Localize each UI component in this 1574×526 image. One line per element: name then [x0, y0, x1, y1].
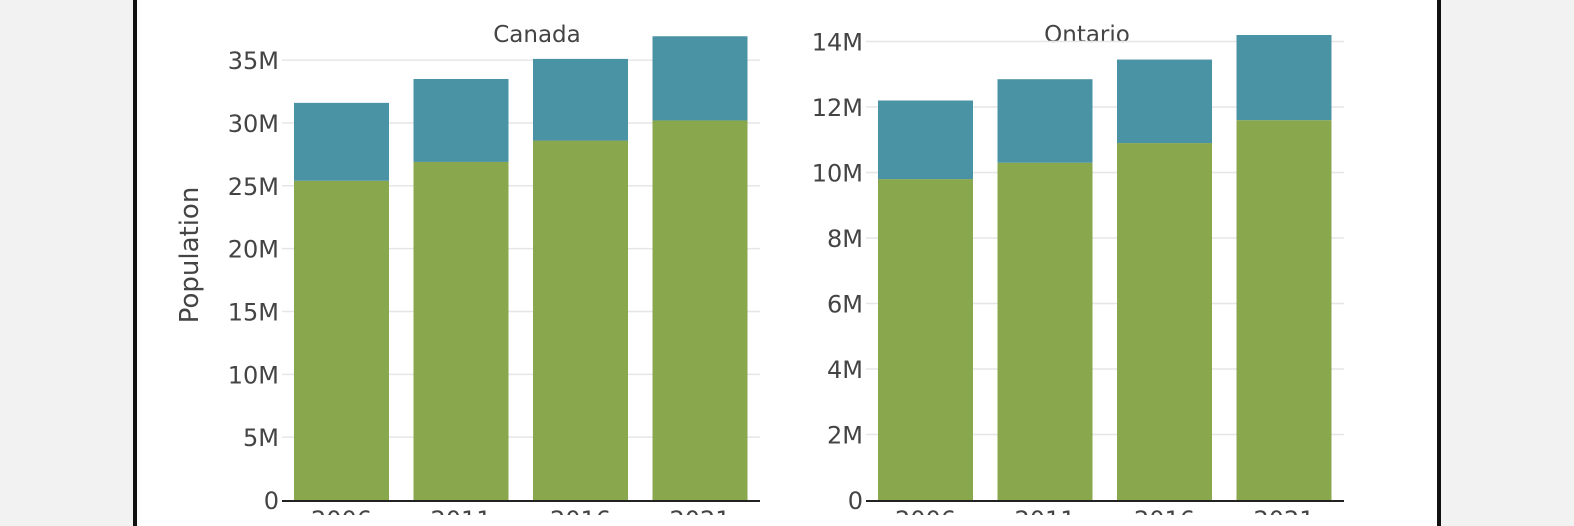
- y-axis-label: Population: [175, 187, 205, 324]
- panel-canada: Canada 0 5M 10M 15M 20M 25M 30M 35M 2006 2011 2016…: [228, 22, 760, 515]
- panel-ontario: Ontario 0 2M 4M 6M 8M 10M 12M 14M 2006 2011 2016 20…: [812, 22, 1344, 515]
- bar-ontario-2011-segment-2: [997, 79, 1093, 163]
- bar-canada-2011-segment-1: [413, 161, 509, 500]
- x-tick-label: 2021: [1253, 506, 1314, 515]
- bar-ontario-2016-segment-1: [1117, 143, 1212, 500]
- x-tick-label: 2016: [1134, 506, 1195, 515]
- panel-title-canada: Canada: [493, 22, 581, 48]
- y-tick-label: 30M: [228, 110, 279, 138]
- bar-canada-2011-segment-2: [413, 78, 509, 162]
- y-tick-label: 14M: [812, 29, 863, 57]
- y-tick-label: 20M: [228, 236, 279, 264]
- y-tick-label: 8M: [827, 225, 863, 253]
- bar-ontario-2016-segment-2: [1117, 59, 1212, 144]
- x-tick-label: 2016: [550, 506, 611, 515]
- bar-ontario-2011-segment-1: [997, 162, 1093, 500]
- y-tick-label: 4M: [827, 356, 863, 384]
- bar-ontario-2006-segment-2: [878, 100, 973, 180]
- bar-canada-2016-segment-1: [533, 140, 628, 500]
- charts-svg: Population Canada 0 5M 10M 15M 20M 25M 30M 35M 2…: [175, 22, 1344, 515]
- y-tick-label: 15M: [228, 298, 279, 326]
- y-tick-label: 35M: [228, 47, 279, 75]
- bar-canada-2021-segment-2: [652, 36, 748, 121]
- panel-title-ontario: Ontario: [1044, 22, 1130, 48]
- x-tick-label: 2006: [895, 506, 956, 515]
- x-tick-label: 2021: [669, 506, 730, 515]
- x-tick-label: 2006: [311, 506, 372, 515]
- y-tick-label: 10M: [228, 361, 279, 389]
- y-tick-label: 6M: [827, 291, 863, 319]
- y-tick-label: 25M: [228, 173, 279, 201]
- y-tick-label: 5M: [243, 424, 279, 452]
- y-tick-label: 12M: [812, 94, 863, 122]
- y-tick-label: 0: [264, 487, 279, 515]
- y-tick-label: 10M: [812, 160, 863, 188]
- bar-canada-2016-segment-2: [533, 58, 628, 141]
- y-tick-label: 0: [848, 487, 863, 515]
- bar-canada-2006-segment-2: [294, 102, 389, 181]
- bar-ontario-2021-segment-1: [1236, 120, 1332, 501]
- bar-ontario-2006-segment-1: [878, 179, 973, 500]
- bar-canada-2006-segment-1: [294, 180, 389, 500]
- bar-canada-2021-segment-1: [652, 120, 748, 500]
- y-tick-label: 2M: [827, 422, 863, 450]
- x-tick-label: 2011: [1014, 506, 1075, 515]
- bar-ontario-2021-segment-2: [1236, 35, 1332, 121]
- x-tick-label: 2011: [430, 506, 491, 515]
